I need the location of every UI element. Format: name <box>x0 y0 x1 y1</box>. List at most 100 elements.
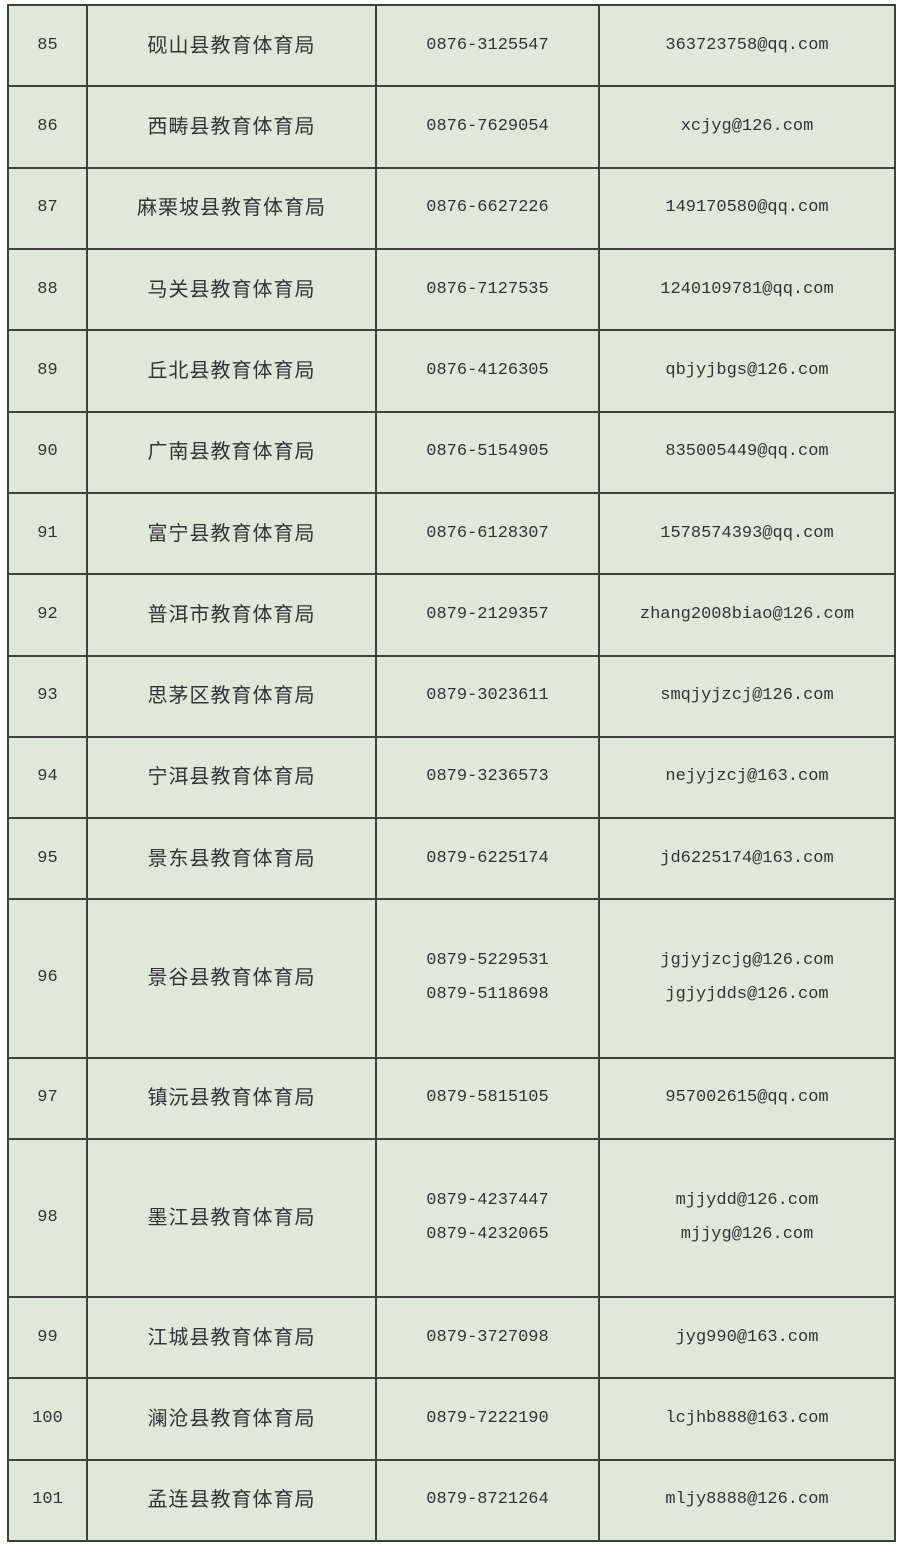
email-address-text: 363723758@qq.com <box>665 35 829 55</box>
email-address: xcjyg@126.com <box>598 85 896 169</box>
phone-number: 0876-6627226 <box>375 166 600 250</box>
row-serial: 93 <box>7 654 88 738</box>
phone-number: 0879-8721264 <box>375 1458 600 1543</box>
row-serial: 94 <box>7 735 88 820</box>
row-serial: 97 <box>7 1056 88 1140</box>
email-address-text: 835005449@qq.com <box>665 442 829 462</box>
phone-number-text: 0876-3125547 <box>426 35 549 55</box>
row-serial-text: 91 <box>37 523 58 543</box>
phone-number: 0879-5229531 0879-5118698 <box>375 898 600 1059</box>
row-serial-text: 93 <box>37 686 58 706</box>
org-name-text: 江城县教育体育局 <box>147 1326 316 1349</box>
row-serial-text: 90 <box>37 442 58 462</box>
table-row: 100 澜沧县教育体育局 0879-7222190 lcjhb888@163.com <box>7 1377 896 1461</box>
row-serial: 85 <box>7 3 88 88</box>
org-name-text: 麻栗坡县教育体育局 <box>137 197 326 220</box>
email-address-text: zhang2008biao@126.com <box>639 604 855 624</box>
email-address-text: 957002615@qq.com <box>665 1088 829 1108</box>
row-serial-text: 96 <box>37 968 58 988</box>
row-serial: 95 <box>7 817 88 901</box>
email-address: 1578574393@qq.com <box>598 491 896 576</box>
phone-number: 0879-3727098 <box>375 1295 600 1380</box>
email-address: 1240109781@qq.com <box>598 247 896 332</box>
table-row: 97 镇沅县教育体育局 0879-5815105 957002615@qq.com <box>7 1056 896 1140</box>
email-address-text: nejyjzcj@163.com <box>665 767 829 787</box>
row-serial-text: 97 <box>37 1088 58 1108</box>
table-row: 94 宁洱县教育体育局 0879-3236573 nejyjzcj@163.com <box>7 735 896 820</box>
phone-number: 0876-7127535 <box>375 247 600 332</box>
contact-table-container: 85 砚山县教育体育局 0876-3125547 363723758@qq.com 86… <box>7 3 896 1543</box>
email-address-text: 1240109781@qq.com <box>660 279 834 299</box>
table-row: 98 墨江县教育体育局 0879-4237447 0879-4232065 mjjydd… <box>7 1137 896 1298</box>
phone-number: 0879-2129357 <box>375 573 600 657</box>
org-name-text: 普洱市教育体育局 <box>147 603 316 626</box>
email-address-text: jd6225174@163.com <box>660 848 834 868</box>
phone-number-text: 0879-8721264 <box>426 1490 549 1510</box>
email-address-text: 1578574393@qq.com <box>660 523 834 543</box>
org-name-text: 景谷县教育体育局 <box>147 967 316 990</box>
row-serial-text: 99 <box>37 1327 58 1347</box>
phone-number-text: 0876-6128307 <box>426 523 549 543</box>
email-address: lcjhb888@163.com <box>598 1377 896 1461</box>
row-serial: 100 <box>7 1377 88 1461</box>
org-name: 景谷县教育体育局 <box>86 898 377 1059</box>
org-name-text: 景东县教育体育局 <box>147 847 316 870</box>
phone-number: 0876-3125547 <box>375 3 600 88</box>
email-address-text: mjjyg@126.com <box>680 1224 814 1244</box>
org-name: 富宁县教育体育局 <box>86 491 377 576</box>
phone-number-text: 0879-7222190 <box>426 1408 549 1428</box>
email-address: nejyjzcj@163.com <box>598 735 896 820</box>
phone-number-text: 0876-7629054 <box>426 116 549 136</box>
org-name-text: 砚山县教育体育局 <box>147 34 316 57</box>
table-row: 87 麻栗坡县教育体育局 0876-6627226 149170580@qq.com <box>7 166 896 250</box>
email-address: smqjyjzcj@126.com <box>598 654 896 738</box>
phone-number: 0876-6128307 <box>375 491 600 576</box>
email-address-text: jgjyjzcjg@126.com <box>660 951 834 971</box>
table-row: 96 景谷县教育体育局 0879-5229531 0879-5118698 jgjyjz… <box>7 898 896 1059</box>
row-serial-text: 87 <box>37 198 58 218</box>
email-address-text: qbjyjbgs@126.com <box>665 360 829 380</box>
phone-number-text: 0879-3023611 <box>426 686 549 706</box>
phone-number-text: 0879-5815105 <box>426 1088 549 1108</box>
row-serial-text: 101 <box>32 1490 63 1510</box>
phone-number-text: 0879-4232065 <box>426 1224 549 1244</box>
org-name: 思茅区教育体育局 <box>86 654 377 738</box>
phone-number-text: 0879-2129357 <box>426 604 549 624</box>
row-serial: 91 <box>7 491 88 576</box>
email-address-text: smqjyjzcj@126.com <box>660 686 834 706</box>
table-row: 99 江城县教育体育局 0879-3727098 jyg990@163.com <box>7 1295 896 1380</box>
table-row: 85 砚山县教育体育局 0876-3125547 363723758@qq.com <box>7 3 896 88</box>
org-name-text: 宁洱县教育体育局 <box>147 766 316 789</box>
org-name: 砚山县教育体育局 <box>86 3 377 88</box>
row-serial-text: 95 <box>37 848 58 868</box>
row-serial: 96 <box>7 898 88 1059</box>
phone-number: 0879-3023611 <box>375 654 600 738</box>
email-address: qbjyjbgs@126.com <box>598 329 896 413</box>
row-serial-text: 94 <box>37 767 58 787</box>
table-row: 92 普洱市教育体育局 0879-2129357 zhang2008biao@126.… <box>7 573 896 657</box>
email-address-text: jgjyjdds@126.com <box>665 985 829 1005</box>
table-row: 88 马关县教育体育局 0876-7127535 1240109781@qq.com <box>7 247 896 332</box>
phone-number-text: 0876-4126305 <box>426 360 549 380</box>
org-name-text: 孟连县教育体育局 <box>147 1489 316 1512</box>
email-address: 835005449@qq.com <box>598 410 896 494</box>
table-row: 90 广南县教育体育局 0876-5154905 835005449@qq.com <box>7 410 896 494</box>
row-serial: 98 <box>7 1137 88 1298</box>
row-serial: 87 <box>7 166 88 250</box>
row-serial-text: 86 <box>37 116 58 136</box>
email-address: jyg990@163.com <box>598 1295 896 1380</box>
row-serial-text: 98 <box>37 1207 58 1227</box>
email-address: jgjyjzcjg@126.com jgjyjdds@126.com <box>598 898 896 1059</box>
phone-number: 0879-4237447 0879-4232065 <box>375 1137 600 1298</box>
row-serial: 88 <box>7 247 88 332</box>
email-address: 149170580@qq.com <box>598 166 896 250</box>
phone-number: 0879-3236573 <box>375 735 600 820</box>
org-name: 孟连县教育体育局 <box>86 1458 377 1543</box>
org-name-text: 马关县教育体育局 <box>147 278 316 301</box>
org-name: 江城县教育体育局 <box>86 1295 377 1380</box>
phone-number-text: 0879-3236573 <box>426 767 549 787</box>
org-name-text: 思茅区教育体育局 <box>147 685 316 708</box>
phone-number-text: 0879-5118698 <box>426 985 549 1005</box>
row-serial-text: 88 <box>37 279 58 299</box>
table-row: 93 思茅区教育体育局 0879-3023611 smqjyjzcj@126.com <box>7 654 896 738</box>
